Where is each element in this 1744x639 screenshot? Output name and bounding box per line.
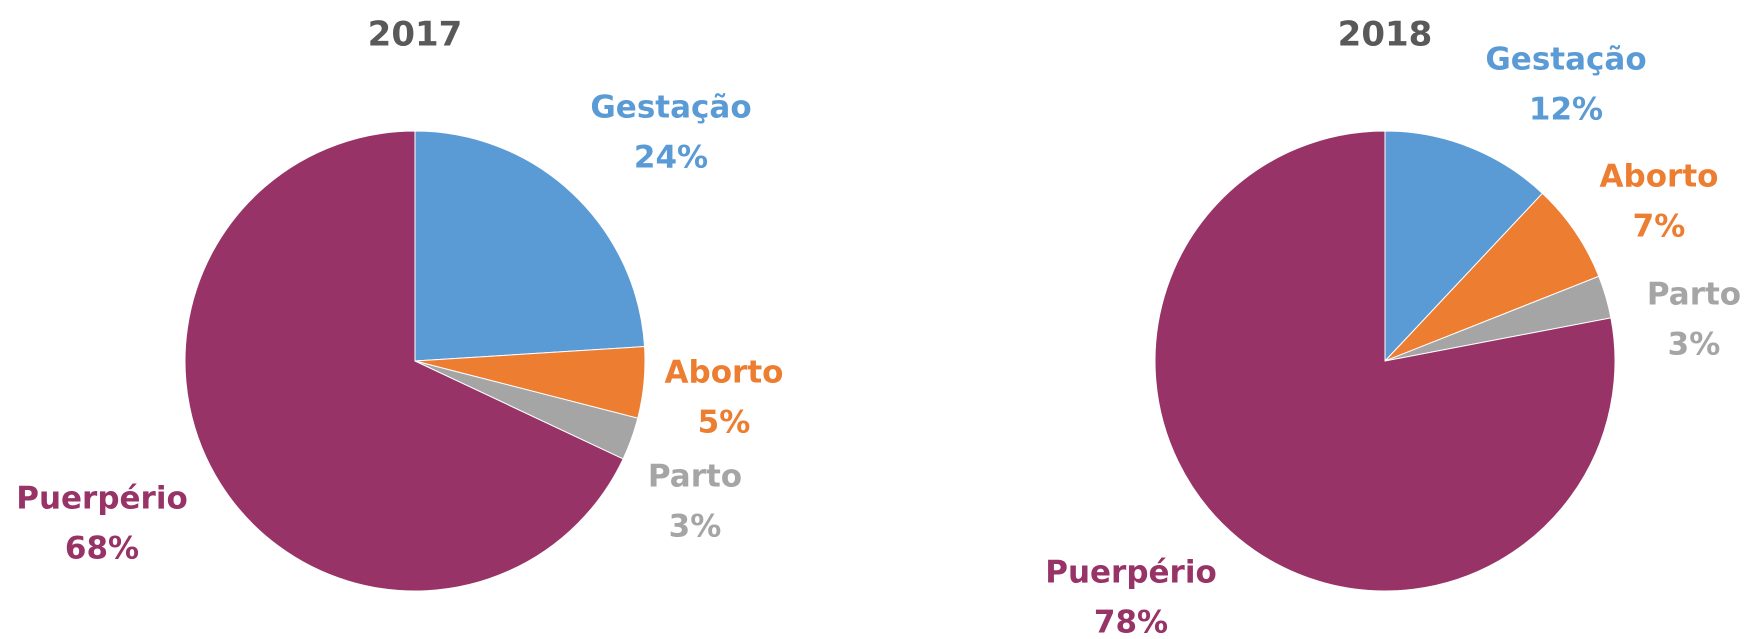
slice-value-label: 5% [698,405,751,441]
slice-value-label: 24% [634,140,708,176]
pie-slice [1384,192,1600,362]
slice-value-label: 78% [1094,605,1168,639]
chart-title: 2017 [368,15,463,55]
slice-value-label: 3% [669,509,722,545]
slice-category-label: Aborto [665,355,784,391]
slice-category-label: Parto [1647,277,1741,313]
slice-category-label: Aborto [1600,159,1719,195]
slice-category-label: Gestação [590,90,751,126]
slice-category-label: Parto [648,459,742,495]
slice-value-label: 12% [1529,92,1603,128]
pie-slice [1154,130,1616,592]
slice-value-label: 68% [65,531,139,567]
slice-category-label: Puerpério [16,481,188,517]
slice-value-label: 7% [1633,209,1686,245]
chart-title: 2018 [1338,15,1433,55]
slice-value-label: 3% [1668,327,1721,363]
pie-slice [1384,130,1544,363]
pie-slice [184,130,624,592]
pie-slice [414,130,646,362]
slice-category-label: Puerpério [1045,555,1217,591]
slice-category-label: Gestação [1485,42,1646,78]
